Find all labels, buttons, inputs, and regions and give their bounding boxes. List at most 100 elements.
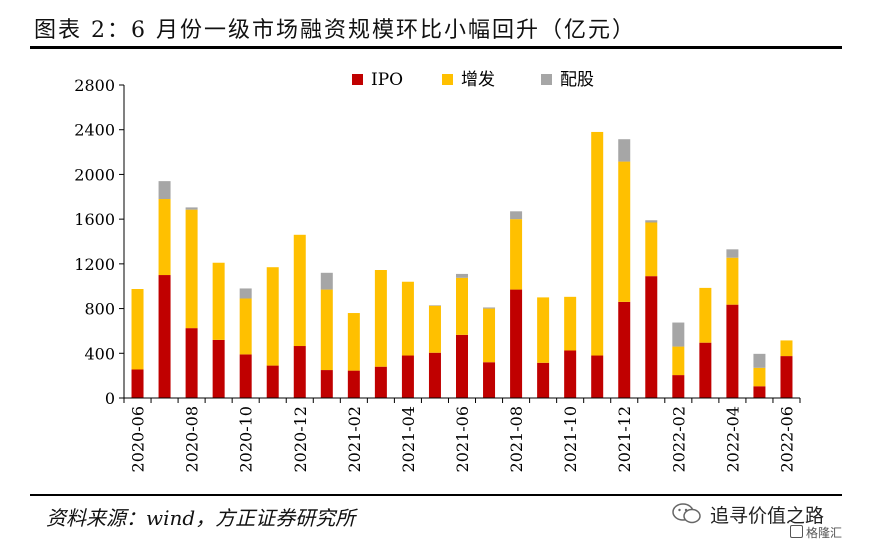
bar-segment-增发-2021-08 [510, 219, 523, 290]
watermark-sub-text: 格隆汇 [806, 526, 843, 540]
bar-segment-配股-2021-07 [483, 307, 496, 309]
x-tick-label: 2021-06 [453, 406, 472, 472]
bar-segment-增发-2020-06 [131, 289, 144, 370]
bar-segment-增发-2020-12 [293, 234, 306, 347]
watermark: 追寻价值之路 格隆汇 [672, 500, 850, 540]
bar-segment-增发-2022-03 [699, 287, 712, 343]
bar-segment-IPO-2021-08 [510, 289, 523, 398]
bar-segment-IPO-2020-07 [158, 275, 171, 398]
y-tick-label: 1200 [74, 255, 115, 274]
y-tick-label: 2400 [74, 121, 115, 140]
bar-segment-IPO-2022-02 [672, 375, 685, 398]
bar-segment-配股-2022-04 [726, 249, 739, 258]
bar-segment-配股-2021-05 [428, 305, 441, 306]
bar-segment-IPO-2021-04 [401, 355, 414, 398]
bar-segment-IPO-2021-09 [537, 362, 550, 398]
wechat-bubble-icon [672, 503, 701, 524]
bar-segment-增发-2021-12 [618, 161, 631, 302]
y-tick-label: 400 [84, 344, 115, 363]
bar-segment-IPO-2020-10 [239, 354, 252, 398]
bar-segment-增发-2022-01 [645, 222, 658, 277]
bar-segment-增发-2020-11 [266, 267, 279, 366]
x-tick-label: 2022-06 [777, 406, 796, 472]
watermark-text: 追寻价值之路 [710, 505, 825, 527]
x-tick-label: 2020-08 [183, 406, 202, 472]
bar-segment-配股-2021-06 [456, 273, 468, 278]
bar-segment-IPO-2022-05 [753, 386, 766, 398]
bar-segment-配股-2022-02 [672, 322, 685, 347]
x-tick-label: 2020-12 [291, 406, 310, 472]
footer-divider [30, 494, 842, 496]
bar-segment-IPO-2020-12 [293, 346, 306, 398]
bar-segment-增发-2021-07 [483, 308, 496, 363]
source-note: 资料来源：wind，方正证券研究所 [46, 506, 356, 530]
bar-segment-增发-2021-09 [537, 297, 550, 363]
bar-segment-IPO-2021-02 [347, 370, 360, 398]
bar-segment-IPO-2021-06 [456, 334, 468, 398]
x-tick-label: 2021-08 [507, 406, 526, 472]
bar-segment-配股-2021-08 [510, 211, 523, 220]
bar-segment-增发-2022-05 [753, 367, 766, 387]
legend-label-IPO: IPO [371, 70, 403, 90]
x-tick-label: 2020-06 [129, 406, 148, 472]
bar-segment-IPO-2022-04 [726, 304, 739, 398]
bar-segment-IPO-2021-11 [591, 355, 604, 398]
bar-segment-IPO-2021-01 [320, 370, 333, 398]
legend-swatch-配股 [541, 74, 552, 85]
bar-segment-配股-2022-01 [645, 220, 658, 223]
y-tick-label: 800 [84, 300, 115, 319]
bar-segment-IPO-2021-07 [483, 362, 496, 398]
title-divider [30, 46, 842, 49]
bar-segment-增发-2022-04 [726, 257, 739, 305]
bar-segment-增发-2021-11 [591, 131, 604, 356]
bar-segment-配股-2022-05 [753, 353, 766, 368]
x-tick-label: 2022-02 [669, 406, 688, 472]
bar-segment-IPO-2021-03 [374, 366, 387, 398]
x-tick-label: 2021-04 [399, 406, 418, 472]
bar-segment-配股-2020-07 [158, 181, 171, 200]
bar-segment-增发-2021-10 [564, 296, 577, 351]
bar-segment-IPO-2021-05 [428, 352, 441, 398]
page-title: 图表 2：6 月份一级市场融资规模环比小幅回升（亿元） [34, 18, 636, 43]
legend-swatch-增发 [442, 74, 453, 85]
y-tick-label: 0 [105, 389, 115, 408]
bar-segment-配股-2020-08 [185, 207, 198, 210]
bar-segment-增发-2020-08 [185, 209, 198, 329]
bar-segment-IPO-2020-09 [212, 339, 225, 398]
bar-segment-增发-2020-09 [212, 262, 225, 340]
bar-segment-配股-2021-12 [618, 139, 631, 162]
bars [131, 131, 793, 398]
gelonghui-logo-icon [790, 525, 803, 538]
x-tick-label: 2020-10 [237, 406, 256, 472]
x-tick-label: 2021-10 [561, 406, 580, 472]
legend-swatch-IPO [352, 74, 363, 85]
x-tick-label: 2021-02 [345, 406, 364, 472]
y-axis: 0 400 800 1200 1600 2000 2400 2800 [74, 76, 125, 408]
bar-segment-IPO-2020-08 [185, 328, 198, 398]
x-tick-label: 2022-04 [723, 406, 742, 472]
bar-segment-配股-2021-01 [320, 272, 333, 290]
bar-segment-IPO-2020-06 [131, 369, 144, 398]
bar-segment-增发-2022-02 [672, 346, 685, 376]
bar-segment-IPO-2022-01 [645, 276, 658, 398]
bar-segment-增发-2021-01 [320, 289, 333, 371]
bar-segment-增发-2021-04 [401, 281, 414, 356]
legend-label-增发: 增发 [461, 70, 495, 90]
y-tick-label: 2000 [74, 165, 115, 184]
chart-legend: IPO 增发 配股 [352, 70, 594, 90]
bar-segment-IPO-2022-06 [780, 356, 793, 398]
bar-segment-增发-2020-07 [158, 199, 171, 276]
y-tick-label: 2800 [74, 76, 115, 95]
y-tick-label: 1600 [74, 210, 115, 229]
bar-segment-IPO-2021-12 [618, 301, 631, 398]
bar-segment-IPO-2020-11 [266, 365, 279, 398]
bar-segment-IPO-2022-03 [699, 342, 712, 398]
x-axis: 2020-06 2020-08 2020-10 2020-12 2021-02 2021-… [123, 397, 801, 472]
bar-segment-增发-2022-06 [780, 340, 793, 357]
legend-label-配股: 配股 [560, 70, 594, 90]
bar-segment-增发-2021-03 [374, 270, 387, 367]
x-tick-label: 2021-12 [615, 406, 634, 472]
bar-segment-增发-2021-06 [456, 277, 468, 335]
bar-segment-增发-2020-10 [239, 298, 252, 355]
